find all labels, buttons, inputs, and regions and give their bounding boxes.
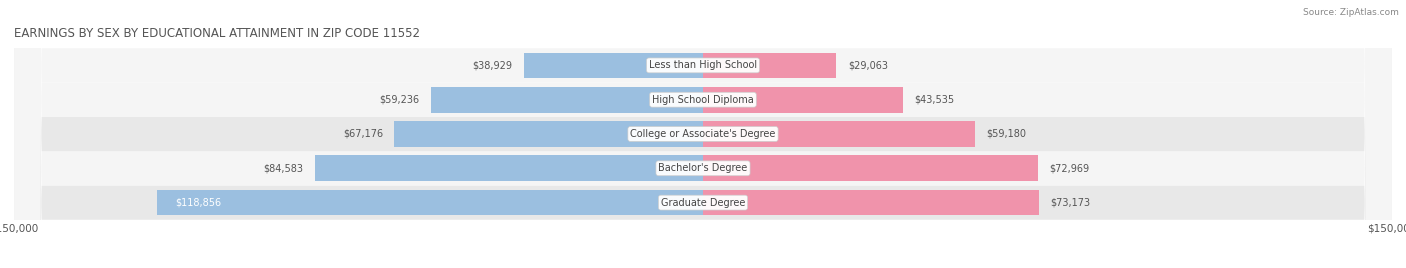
Text: $67,176: $67,176 bbox=[343, 129, 382, 139]
Text: $59,180: $59,180 bbox=[986, 129, 1026, 139]
FancyBboxPatch shape bbox=[14, 0, 1392, 268]
Text: Bachelor's Degree: Bachelor's Degree bbox=[658, 163, 748, 173]
Text: $118,856: $118,856 bbox=[176, 198, 222, 208]
Bar bbox=[395, 121, 703, 147]
Bar bbox=[703, 155, 1038, 181]
Text: High School Diploma: High School Diploma bbox=[652, 95, 754, 105]
FancyBboxPatch shape bbox=[14, 0, 1392, 268]
Text: EARNINGS BY SEX BY EDUCATIONAL ATTAINMENT IN ZIP CODE 11552: EARNINGS BY SEX BY EDUCATIONAL ATTAINMEN… bbox=[14, 27, 420, 40]
Bar bbox=[430, 87, 703, 113]
Text: Graduate Degree: Graduate Degree bbox=[661, 198, 745, 208]
Text: $59,236: $59,236 bbox=[380, 95, 419, 105]
Bar bbox=[703, 87, 903, 113]
Text: $38,929: $38,929 bbox=[472, 60, 513, 70]
FancyBboxPatch shape bbox=[14, 0, 1392, 268]
Bar bbox=[157, 190, 703, 215]
Text: $29,063: $29,063 bbox=[848, 60, 889, 70]
Text: $72,969: $72,969 bbox=[1050, 163, 1090, 173]
Bar bbox=[703, 121, 974, 147]
Text: College or Associate's Degree: College or Associate's Degree bbox=[630, 129, 776, 139]
Bar bbox=[315, 155, 703, 181]
Text: Source: ZipAtlas.com: Source: ZipAtlas.com bbox=[1303, 8, 1399, 17]
Bar bbox=[524, 53, 703, 78]
Text: $73,173: $73,173 bbox=[1050, 198, 1091, 208]
Text: $84,583: $84,583 bbox=[263, 163, 304, 173]
Bar bbox=[703, 53, 837, 78]
FancyBboxPatch shape bbox=[14, 0, 1392, 268]
Bar bbox=[703, 190, 1039, 215]
FancyBboxPatch shape bbox=[14, 0, 1392, 268]
Text: Less than High School: Less than High School bbox=[650, 60, 756, 70]
Text: $43,535: $43,535 bbox=[914, 95, 955, 105]
